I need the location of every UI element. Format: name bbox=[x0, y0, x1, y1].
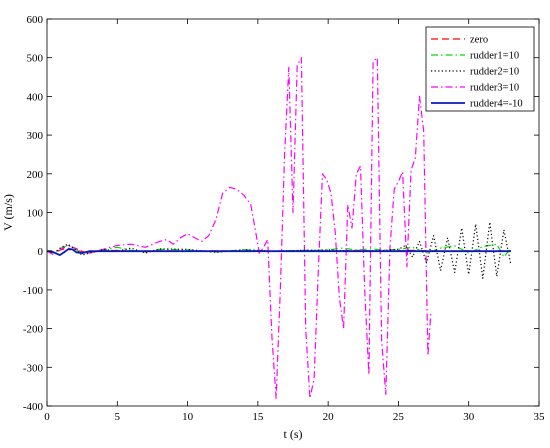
x-tick-label: 5 bbox=[115, 411, 121, 423]
y-tick-label: -100 bbox=[23, 285, 44, 297]
y-tick-label: -300 bbox=[23, 362, 44, 374]
legend-label: rudder1=10 bbox=[470, 51, 519, 62]
x-tick-label: 35 bbox=[534, 411, 546, 423]
y-tick-label: 300 bbox=[27, 130, 44, 142]
y-tick-label: 200 bbox=[27, 169, 44, 181]
legend-box bbox=[425, 26, 535, 112]
y-tick-label: 100 bbox=[27, 208, 44, 220]
x-tick-label: 15 bbox=[252, 411, 264, 423]
x-tick-label: 20 bbox=[323, 411, 335, 423]
legend: zero rudder1=10 rudder2=10 rudder3=10 rudder… bbox=[425, 26, 535, 112]
y-tick-label: 0 bbox=[38, 246, 44, 258]
legend-label: zero bbox=[470, 35, 488, 46]
legend-label: rudder4=-10 bbox=[470, 99, 523, 110]
series-layer bbox=[46, 57, 512, 399]
y-tick-label: 600 bbox=[27, 14, 44, 26]
x-tick-label: 25 bbox=[393, 411, 405, 423]
series-line-rudder3-10 bbox=[46, 57, 432, 399]
plot-frame bbox=[46, 18, 540, 407]
legend-label: rudder2=10 bbox=[470, 67, 519, 78]
legend-label: rudder3=10 bbox=[470, 83, 519, 94]
y-tick-label: 500 bbox=[27, 53, 44, 65]
y-axis-label: V (m/s) bbox=[1, 194, 15, 231]
x-axis-label: t (s) bbox=[284, 427, 303, 441]
x-tick-label: 10 bbox=[182, 411, 194, 423]
x-tick-label: 0 bbox=[44, 411, 50, 423]
y-tick-label: -200 bbox=[23, 324, 44, 336]
series-line-rudder4-10 bbox=[47, 248, 511, 257]
x-tick-label: 30 bbox=[463, 411, 475, 423]
y-tick-label: 400 bbox=[27, 91, 44, 103]
y-tick-label: -400 bbox=[23, 401, 44, 413]
